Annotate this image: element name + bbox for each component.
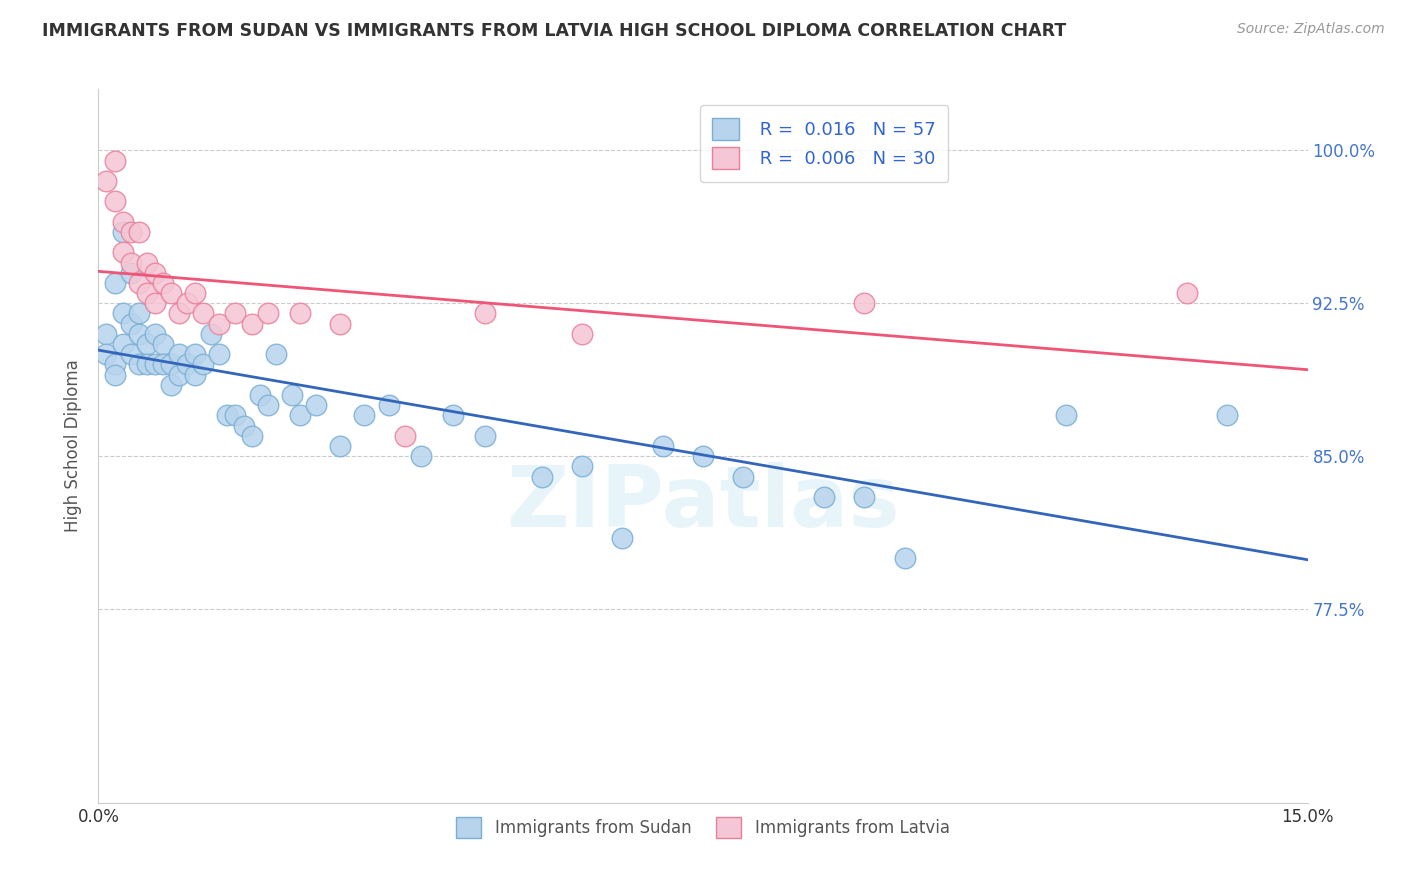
Point — [143, 326, 166, 341]
Point — [256, 398, 278, 412]
Point — [96, 174, 118, 188]
Point — [143, 296, 166, 310]
Point — [409, 449, 432, 463]
Point — [111, 215, 134, 229]
Point — [120, 347, 142, 361]
Legend: Immigrants from Sudan, Immigrants from Latvia: Immigrants from Sudan, Immigrants from L… — [450, 811, 956, 845]
Point — [893, 551, 915, 566]
Point — [193, 306, 215, 320]
Point — [1054, 409, 1077, 423]
Point — [111, 337, 134, 351]
Point — [200, 326, 222, 341]
Point — [176, 296, 198, 310]
Point — [256, 306, 278, 320]
Point — [853, 490, 876, 504]
Point — [176, 358, 198, 372]
Point — [135, 255, 157, 269]
Point — [103, 153, 125, 168]
Point — [208, 347, 231, 361]
Point — [184, 368, 207, 382]
Point — [240, 317, 263, 331]
Point — [193, 358, 215, 372]
Point — [152, 276, 174, 290]
Point — [143, 358, 166, 372]
Point — [208, 317, 231, 331]
Point — [103, 276, 125, 290]
Point — [441, 409, 464, 423]
Point — [128, 326, 150, 341]
Point — [305, 398, 328, 412]
Point — [120, 317, 142, 331]
Point — [530, 469, 553, 483]
Point — [281, 388, 304, 402]
Point — [288, 409, 311, 423]
Point — [160, 358, 183, 372]
Point — [353, 409, 375, 423]
Point — [103, 368, 125, 382]
Point — [217, 409, 239, 423]
Point — [853, 296, 876, 310]
Point — [1216, 409, 1239, 423]
Point — [111, 306, 134, 320]
Point — [160, 377, 183, 392]
Point — [377, 398, 399, 412]
Point — [184, 286, 207, 301]
Point — [128, 276, 150, 290]
Point — [571, 326, 593, 341]
Point — [103, 358, 125, 372]
Text: Source: ZipAtlas.com: Source: ZipAtlas.com — [1237, 22, 1385, 37]
Point — [135, 337, 157, 351]
Point — [249, 388, 271, 402]
Point — [128, 225, 150, 239]
Point — [103, 194, 125, 209]
Point — [232, 418, 254, 433]
Point — [264, 347, 287, 361]
Point — [111, 245, 134, 260]
Point — [329, 317, 352, 331]
Point — [1175, 286, 1198, 301]
Text: ZIPatlas: ZIPatlas — [506, 461, 900, 545]
Point — [96, 326, 118, 341]
Point — [474, 429, 496, 443]
Point — [571, 459, 593, 474]
Point — [167, 368, 190, 382]
Y-axis label: High School Diploma: High School Diploma — [65, 359, 83, 533]
Point — [111, 225, 134, 239]
Point — [120, 266, 142, 280]
Point — [96, 347, 118, 361]
Point — [120, 255, 142, 269]
Point — [329, 439, 352, 453]
Text: IMMIGRANTS FROM SUDAN VS IMMIGRANTS FROM LATVIA HIGH SCHOOL DIPLOMA CORRELATION : IMMIGRANTS FROM SUDAN VS IMMIGRANTS FROM… — [42, 22, 1066, 40]
Point — [135, 358, 157, 372]
Point — [152, 358, 174, 372]
Point — [167, 347, 190, 361]
Point — [167, 306, 190, 320]
Point — [612, 531, 634, 545]
Point — [224, 306, 246, 320]
Point — [135, 286, 157, 301]
Point — [240, 429, 263, 443]
Point — [184, 347, 207, 361]
Point — [128, 306, 150, 320]
Point — [733, 469, 755, 483]
Point — [813, 490, 835, 504]
Point — [120, 225, 142, 239]
Point — [474, 306, 496, 320]
Point — [143, 266, 166, 280]
Point — [288, 306, 311, 320]
Point — [394, 429, 416, 443]
Point — [224, 409, 246, 423]
Point — [692, 449, 714, 463]
Point — [152, 337, 174, 351]
Point — [160, 286, 183, 301]
Point — [651, 439, 673, 453]
Point — [128, 358, 150, 372]
